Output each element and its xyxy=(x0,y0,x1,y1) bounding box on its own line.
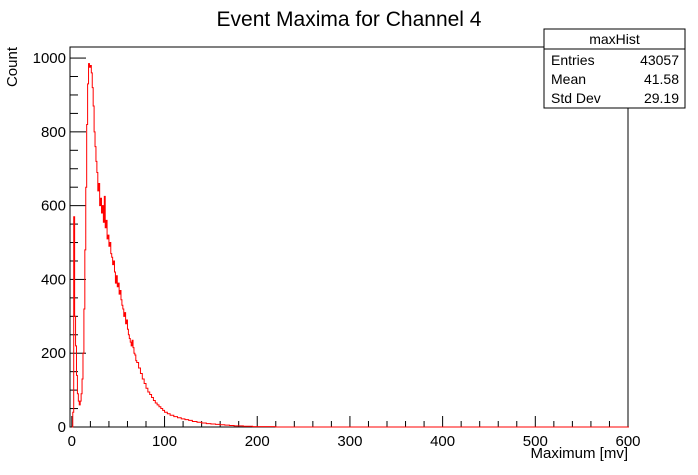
stats-label-entries: Entries xyxy=(551,52,595,68)
x-tick-label: 600 xyxy=(615,433,640,450)
chart-title: Event Maxima for Channel 4 xyxy=(217,8,482,31)
y-tick-label: 600 xyxy=(41,198,66,215)
x-tick-label: 400 xyxy=(430,433,455,450)
stats-value-entries: 43057 xyxy=(640,52,679,68)
x-axis-label: Maximum [mv] xyxy=(531,445,629,462)
y-tick-label: 400 xyxy=(41,271,66,288)
x-tick-label: 300 xyxy=(337,433,362,450)
x-tick-label: 500 xyxy=(523,433,548,450)
stats-value-mean: 41.58 xyxy=(644,71,679,87)
y-tick-label: 1000 xyxy=(33,50,66,67)
y-tick-label: 800 xyxy=(41,124,66,141)
y-tick-label: 200 xyxy=(41,345,66,362)
stats-value-stddev: 29.19 xyxy=(644,90,679,106)
x-tick-label: 100 xyxy=(152,433,177,450)
x-tick-label: 0 xyxy=(68,433,76,450)
stats-label-stddev: Std Dev xyxy=(551,90,601,106)
x-tick-label: 200 xyxy=(245,433,270,450)
y-axis-ticks: 0 200 400 600 800 1000 xyxy=(33,50,86,436)
stats-box-frame xyxy=(543,28,686,109)
y-axis-label: Count xyxy=(4,46,21,87)
y-tick-label: 0 xyxy=(58,419,66,436)
stats-label-mean: Mean xyxy=(551,71,586,87)
x-axis-ticks: 0 100 200 300 400 500 600 xyxy=(68,416,641,450)
stats-box-name: maxHist xyxy=(589,31,640,47)
stats-box: maxHist Entries 43057 Mean 41.58 Std Dev… xyxy=(543,28,686,109)
histogram-line xyxy=(71,63,629,428)
